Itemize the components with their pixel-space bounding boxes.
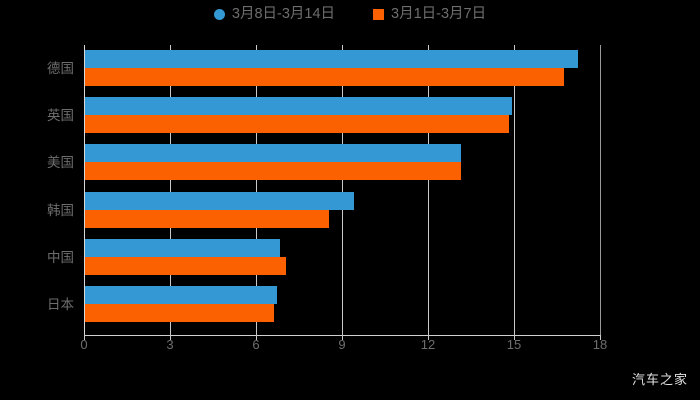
bar-英国-3月1日-3月7日[interactable] [85,115,510,134]
y-axis-line [84,45,85,335]
legend-marker-circle-icon [213,8,225,20]
y-axis-label-日本: 日本 [47,297,74,312]
x-axis-labels: 0 3 6 9 12 15 18 [0,338,700,358]
gridline [256,45,257,335]
x-axis-tick-mark [342,335,343,340]
legend-item-week2[interactable]: 3月8日-3月14日 [213,6,336,22]
y-axis-label-德国: 德国 [47,61,74,76]
legend-label-week2: 3月8日-3月14日 [231,6,336,22]
gridline [342,45,343,335]
bar-韩国-3月8日-3月14日[interactable] [85,191,355,210]
x-axis-tick-label: 15 [506,337,522,352]
y-axis-labels: 德国英国美国韩国中国日本 [0,45,74,335]
x-axis-tick-mark [170,335,171,340]
bar-英国-3月8日-3月14日[interactable] [85,97,513,116]
legend-item-week1[interactable]: 3月1日-3月7日 [373,7,486,22]
bar-德国-3月8日-3月14日[interactable] [85,50,579,68]
bar-德国-3月1日-3月7日[interactable] [85,68,564,86]
chart-legend: 3月8日-3月14日 3月1日-3月7日 [0,7,700,22]
x-axis-tick-mark [514,335,515,340]
bar-日本-3月1日-3月7日[interactable] [85,304,275,322]
x-axis-tick-mark [84,335,85,340]
x-axis-tick-label: 18 [592,337,608,352]
x-axis-tick-label: 9 [338,337,346,352]
plot-area [84,45,601,335]
bar-中国-3月1日-3月7日[interactable] [85,256,286,275]
x-axis-tick-label: 6 [252,337,260,352]
x-axis-tick-label: 0 [80,337,88,352]
x-axis-tick-label: 3 [166,337,174,352]
y-axis-label-韩国: 韩国 [47,202,74,218]
bar-美国-3月1日-3月7日[interactable] [85,162,461,181]
y-axis-label-英国: 英国 [47,108,74,124]
gridline [428,45,429,335]
gridline [514,45,515,335]
legend-marker-square-icon [373,8,385,20]
x-axis-tick-mark [600,335,601,340]
x-axis-tick-mark [428,335,429,340]
x-axis-tick-label: 12 [420,337,436,352]
bar-韩国-3月1日-3月7日[interactable] [85,209,329,228]
y-axis-label-中国: 中国 [47,249,74,265]
x-axis-tick-mark [256,335,257,340]
bar-日本-3月8日-3月14日[interactable] [85,286,278,304]
y-axis-label-美国: 美国 [47,155,74,171]
bar-美国-3月8日-3月14日[interactable] [85,144,461,163]
bar-中国-3月8日-3月14日[interactable] [85,238,280,257]
gridline [600,45,601,335]
watermark: 汽车之家 [631,372,688,387]
gridline [170,45,171,335]
legend-label-week1: 3月1日-3月7日 [391,6,487,22]
